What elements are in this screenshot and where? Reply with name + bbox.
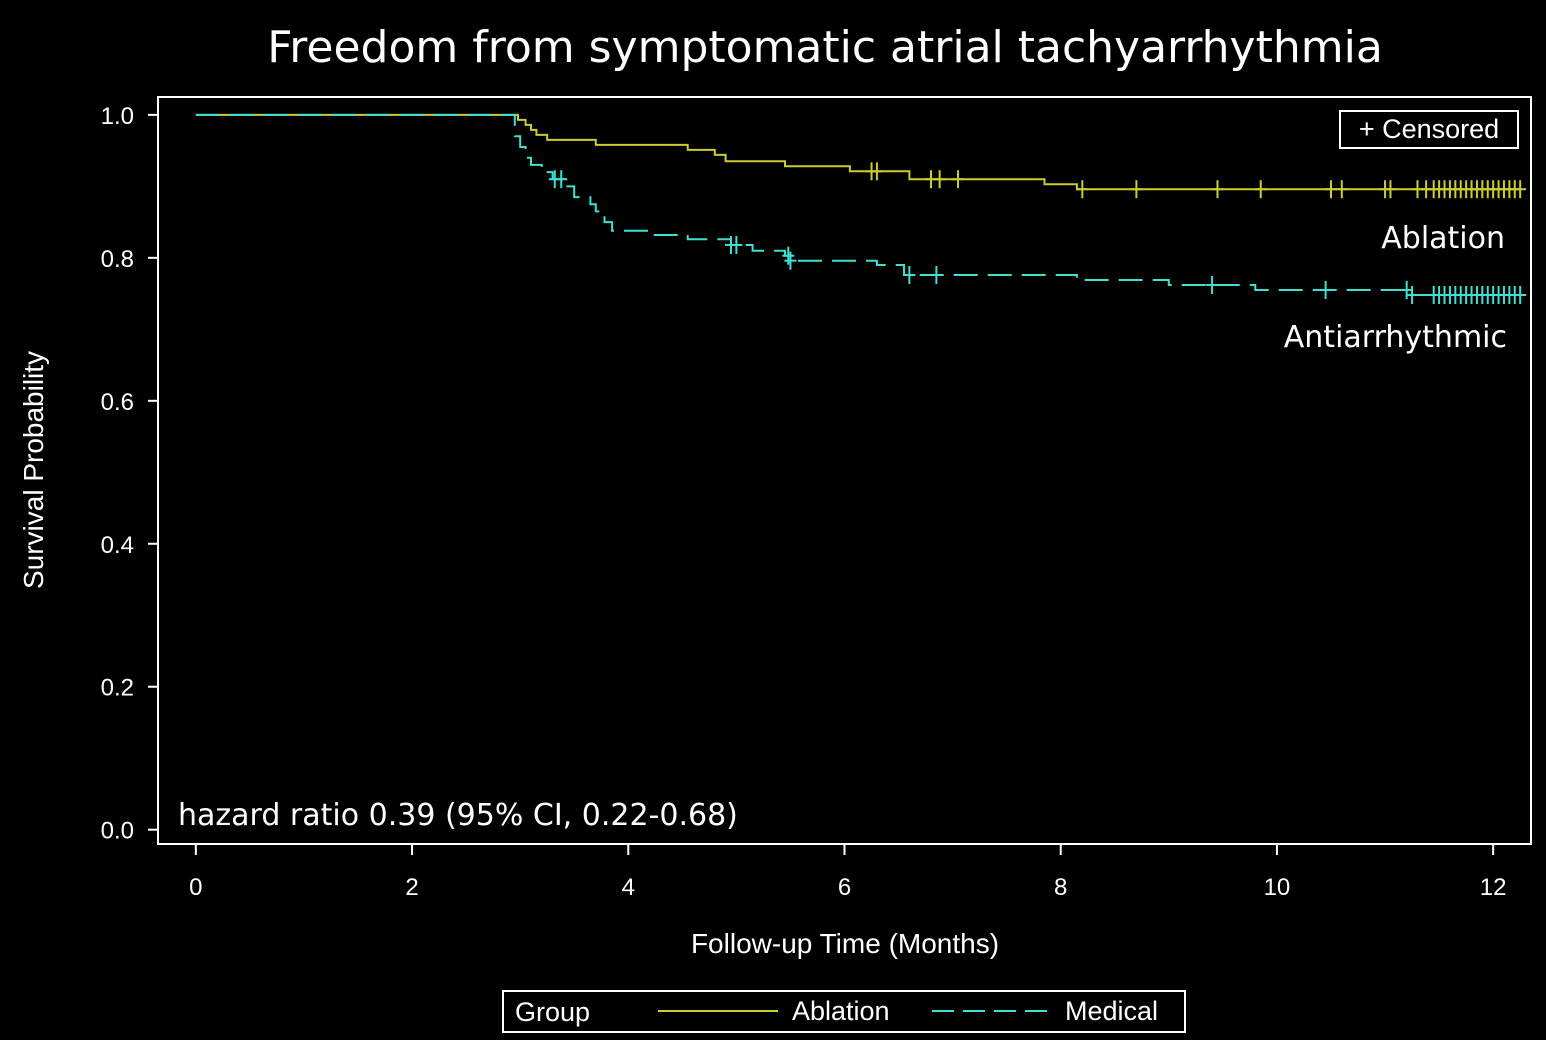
group-legend-title: Group [515, 997, 590, 1027]
x-tick-label: 6 [838, 874, 851, 901]
ablation-censor-mark [1130, 180, 1143, 199]
y-tick-label: 0.6 [101, 389, 134, 416]
y-axis: 0.0 0.2 0.4 0.6 0.8 1.0 [101, 103, 158, 845]
chart-title: Freedom from symptomatic atrial tachyarr… [267, 22, 1383, 73]
x-axis-label: Follow-up Time (Months) [691, 928, 999, 959]
ablation-censor-mark [1324, 180, 1337, 199]
ablation-end-label: Ablation [1381, 221, 1505, 256]
x-axis: 0 2 4 6 8 10 12 [189, 844, 1507, 901]
plot-frame [157, 96, 1532, 845]
x-tick-label: 4 [622, 874, 635, 901]
ablation-censor-mark [1254, 180, 1267, 199]
medical-censor-mark [1400, 281, 1413, 300]
y-tick-label: 0.4 [101, 532, 134, 559]
medical-censor-mark [1514, 286, 1527, 305]
x-tick-label: 12 [1480, 874, 1507, 901]
medical-censor-mark [1406, 286, 1419, 305]
medical-censor-mark [1206, 276, 1219, 295]
ablation-survival-line [195, 113, 1521, 191]
y-tick-label: 0.2 [101, 675, 134, 702]
x-tick-label: 0 [189, 874, 202, 901]
hazard-ratio-annotation: hazard ratio 0.39 (95% CI, 0.22-0.68) [178, 798, 738, 833]
ablation-censor-mark [1211, 180, 1224, 199]
group-legend-box [502, 990, 1186, 1033]
censored-legend-label: + Censored [1359, 114, 1499, 144]
medical-censor-mark [930, 265, 943, 284]
x-tick-label: 2 [405, 874, 418, 901]
y-tick-label: 0.0 [101, 818, 134, 845]
medical-censor-mark [782, 246, 795, 265]
survival-curves [195, 113, 1527, 305]
medical-censor-mark [784, 251, 797, 270]
medical-survival-line [195, 113, 1521, 296]
ablation-censor-mark [1384, 180, 1397, 199]
legend-medical-label: Medical [1065, 996, 1158, 1026]
medical-censor-mark [730, 235, 743, 254]
ablation-censor-mark [933, 170, 946, 189]
y-tick-label: 0.8 [101, 246, 134, 273]
ablation-censor-mark [1335, 180, 1348, 199]
antiarrhythmic-end-label: Antiarrhythmic [1284, 320, 1507, 355]
ablation-censor-mark [870, 162, 883, 181]
censored-legend-box [1339, 110, 1519, 149]
ablation-censor-mark [1076, 180, 1089, 199]
x-tick-label: 8 [1054, 874, 1067, 901]
medical-censor-mark [1319, 281, 1332, 300]
ablation-censor-mark [952, 170, 965, 189]
censored-legend: + Censored [1339, 110, 1519, 149]
y-tick-label: 1.0 [101, 103, 134, 130]
legend-ablation-label: Ablation [792, 996, 890, 1026]
y-axis-label: Survival Probability [18, 351, 49, 589]
medical-censor-mark [903, 265, 916, 284]
x-tick-label: 10 [1264, 874, 1291, 901]
group-legend: Group Ablation Medical [502, 990, 1186, 1033]
medical-censor-mark [555, 170, 568, 189]
ablation-censor-mark [1514, 180, 1527, 199]
